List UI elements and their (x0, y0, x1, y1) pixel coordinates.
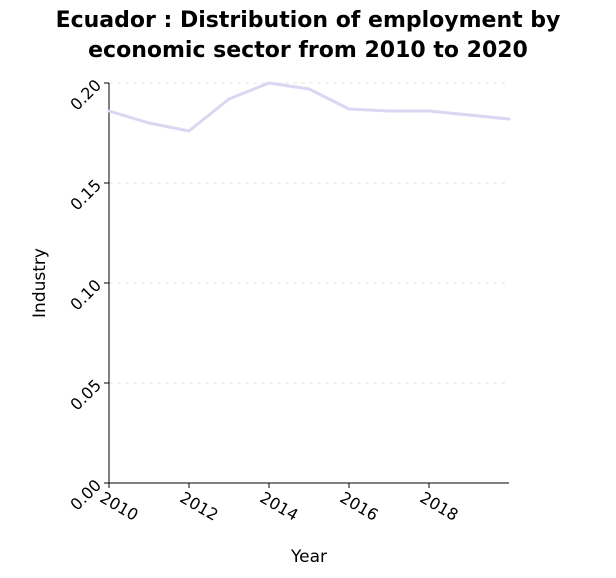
data-point (147, 121, 151, 125)
data-point (427, 109, 431, 113)
data-point (307, 87, 311, 91)
data-point (267, 81, 271, 85)
data-point (507, 117, 511, 121)
data-point (227, 97, 231, 101)
x-ticks: 2010 2012 2014 2016 2018 (97, 483, 462, 525)
x-tick-label: 2010 (97, 488, 142, 525)
chart-title-line-1: Ecuador : Distribution of employment by (55, 8, 561, 33)
data-point (347, 107, 351, 111)
y-tick-label: 0.10 (66, 276, 105, 315)
x-axis-label: Year (290, 547, 327, 567)
x-tick-label: 2018 (417, 488, 462, 525)
y-tick-label: 0.20 (66, 76, 105, 115)
data-point (467, 113, 471, 117)
chart-title-line-2: economic sector from 2010 to 2020 (88, 38, 528, 63)
x-tick-label: 2014 (257, 488, 302, 525)
data-point (107, 109, 111, 113)
x-tick-label: 2016 (337, 488, 382, 525)
y-tick-label: 0.00 (66, 476, 105, 515)
data-point (187, 129, 191, 133)
x-tick-label: 2012 (177, 488, 222, 525)
series-group (107, 81, 511, 133)
y-tick-label: 0.15 (66, 176, 105, 215)
data-point (387, 109, 391, 113)
y-ticks: 0.00 0.05 0.10 0.15 0.20 (66, 76, 109, 515)
y-axis-label: Industry (30, 248, 50, 318)
chart-title: Ecuador : Distribution of employment by … (0, 6, 616, 66)
y-tick-label: 0.05 (66, 376, 105, 415)
gridlines (109, 82, 509, 384)
